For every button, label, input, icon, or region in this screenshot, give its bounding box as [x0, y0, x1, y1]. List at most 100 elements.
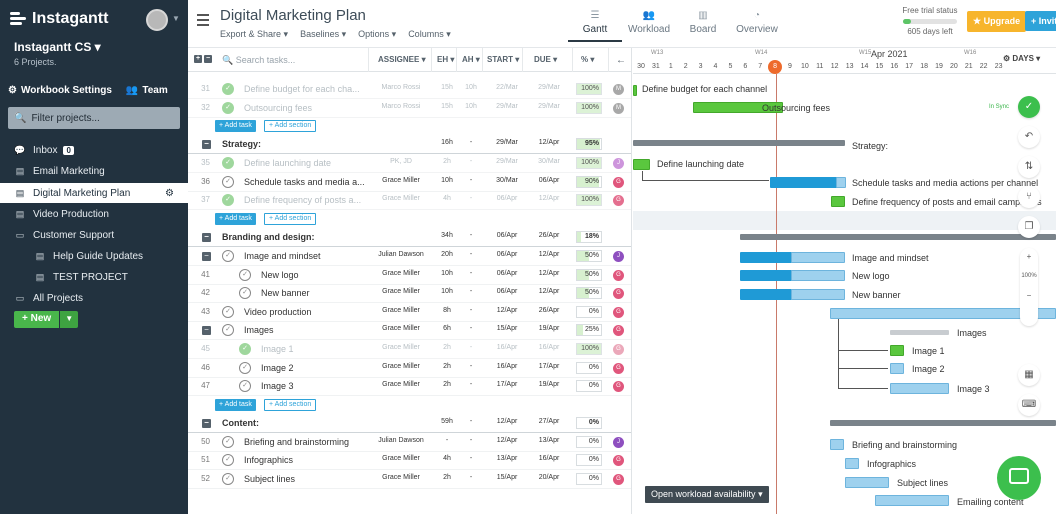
assignee-cell[interactable]: Grace Miller: [382, 269, 420, 277]
table-row[interactable]: 32 ✓ Outsourcing fees Marco Rossi 15h 10h 29/M…: [188, 99, 631, 118]
start-cell[interactable]: 29/Mar: [496, 158, 518, 166]
eh-cell[interactable]: 6h: [443, 325, 451, 333]
section-name[interactable]: Strategy:: [222, 139, 262, 150]
collapse-icon[interactable]: −: [202, 233, 211, 242]
start-cell[interactable]: 06/Apr: [496, 232, 518, 239]
tab-workload[interactable]: 👥 Workload: [622, 10, 676, 42]
section-row[interactable]: − Strategy: 16h - 29/Mar 12/Apr 95%: [188, 135, 631, 155]
task-bar-remaining[interactable]: [791, 289, 845, 300]
eh-cell[interactable]: 2h: [443, 381, 451, 389]
col-eh[interactable]: EH ▾: [437, 55, 455, 64]
section-bar[interactable]: [633, 140, 845, 146]
due-cell[interactable]: 13/Apr: [538, 436, 560, 444]
due-cell[interactable]: 16/Apr: [538, 344, 560, 351]
due-cell[interactable]: 19/Apr: [538, 381, 560, 389]
col-start[interactable]: START ▾: [487, 55, 520, 64]
avatar[interactable]: G: [613, 176, 624, 188]
start-cell[interactable]: 30/Mar: [496, 176, 518, 184]
due-cell[interactable]: 19/Apr: [538, 325, 560, 333]
sidebar-item[interactable]: ▭ Customer Support: [0, 225, 188, 245]
col-ah[interactable]: AH ▾: [462, 55, 480, 64]
sidebar-item[interactable]: ▤ Digital Marketing Plan ⚙: [0, 183, 188, 203]
tab-gantt[interactable]: ☰ Gantt: [568, 10, 622, 42]
complete-checkbox[interactable]: ✓: [222, 250, 234, 262]
dependency-arrow[interactable]: [838, 319, 888, 389]
group-bar[interactable]: [740, 252, 792, 263]
ah-cell[interactable]: -: [469, 269, 473, 277]
avatar[interactable]: J: [613, 436, 624, 448]
assignee-cell[interactable]: Julian Dawson: [378, 436, 424, 444]
task-bar-remaining[interactable]: [791, 270, 845, 281]
eh-cell[interactable]: 34h: [441, 232, 453, 239]
collapse-icon[interactable]: −: [202, 140, 211, 150]
upgrade-button[interactable]: ★ Upgrade: [967, 11, 1027, 32]
task-bar[interactable]: [740, 270, 792, 281]
map-icon[interactable]: ▦: [1018, 364, 1040, 386]
eh-cell[interactable]: 59h: [441, 417, 453, 425]
workbook-settings-button[interactable]: ⚙ Workbook Settings: [8, 85, 112, 96]
gear-icon[interactable]: ⚙: [165, 187, 174, 199]
eh-cell[interactable]: 4h: [443, 195, 451, 203]
due-cell[interactable]: 26/Apr: [538, 232, 560, 239]
tab-board[interactable]: ▥ Board: [676, 10, 730, 42]
start-cell[interactable]: 12/Apr: [496, 436, 518, 444]
menu-0[interactable]: Export & Share ▾: [220, 29, 289, 39]
due-cell[interactable]: 29/Mar: [538, 84, 560, 91]
eh-cell[interactable]: 8h: [443, 306, 451, 314]
due-cell[interactable]: 17/Apr: [538, 362, 560, 370]
complete-checkbox[interactable]: ✓: [222, 83, 234, 95]
table-row[interactable]: 46 ✓ Image 2 Grace Miller 2h - 16/Apr 17/Apr 0% G: [188, 359, 631, 378]
zoom-out-icon[interactable]: −: [1026, 291, 1032, 300]
complete-checkbox[interactable]: ✓: [222, 175, 234, 188]
eh-cell[interactable]: 15h: [441, 84, 453, 91]
chevron-down-icon[interactable]: ▼: [60, 311, 79, 328]
assignee-cell[interactable]: Grace Miller: [382, 381, 420, 389]
collapse-icon[interactable]: −: [202, 326, 211, 336]
start-cell[interactable]: 12/Apr: [496, 417, 518, 425]
start-cell[interactable]: 16/Apr: [496, 344, 518, 351]
section-name[interactable]: Content:: [222, 417, 259, 428]
ah-cell[interactable]: -: [469, 344, 473, 351]
invite-button[interactable]: + Invite: [1025, 11, 1056, 31]
progress-cell[interactable]: 18%: [576, 231, 602, 243]
ah-cell[interactable]: 10h: [465, 102, 477, 110]
add-task-button[interactable]: + Add task: [215, 213, 256, 225]
complete-checkbox[interactable]: ✓: [222, 305, 234, 318]
due-cell[interactable]: 12/Apr: [538, 195, 560, 203]
start-cell[interactable]: 06/Apr: [496, 195, 518, 203]
table-row[interactable]: 35 ✓ Define launching date PK, JD 2h - 29/Mar 3…: [188, 154, 631, 174]
task-bar[interactable]: [890, 363, 904, 374]
assignee-cell[interactable]: Grace Miller: [382, 455, 420, 463]
complete-checkbox[interactable]: ✓: [222, 324, 234, 337]
sidebar-item[interactable]: ▤ Email Marketing: [0, 161, 188, 181]
avatar[interactable]: G: [613, 455, 624, 467]
eh-cell[interactable]: 16h: [441, 139, 453, 147]
ah-cell[interactable]: -: [469, 288, 473, 296]
keyboard-icon[interactable]: ⌨: [1018, 394, 1040, 416]
table-row[interactable]: − ✓ Images Grace Miller 6h - 15/Apr 19/Apr 25% G: [188, 321, 631, 341]
start-cell[interactable]: 16/Apr: [496, 362, 518, 370]
chevron-down-icon[interactable]: ▼: [172, 14, 180, 23]
eh-cell[interactable]: 2h: [443, 344, 451, 351]
task-bar-remaining[interactable]: [836, 177, 846, 188]
ah-cell[interactable]: -: [469, 436, 473, 444]
table-row[interactable]: 41 ✓ New logo Grace Miller 10h - 06/Apr 12/Apr 5…: [188, 266, 631, 285]
start-cell[interactable]: 06/Apr: [496, 288, 518, 296]
add-section-button[interactable]: + Add section: [264, 120, 317, 133]
zoom-days-button[interactable]: ⚙ DAYS ▾: [1003, 54, 1041, 63]
new-button[interactable]: + New ▼: [14, 311, 79, 328]
sidebar-item[interactable]: ▤ Video Production: [0, 204, 188, 224]
start-cell[interactable]: 29/Mar: [496, 102, 518, 110]
filter-projects-input[interactable]: 🔍 Filter projects...: [8, 107, 180, 129]
task-name[interactable]: Infographics: [244, 455, 294, 466]
avatar[interactable]: M: [613, 84, 624, 95]
task-name[interactable]: New banner: [261, 288, 310, 299]
avatar[interactable]: M: [613, 102, 624, 114]
app-logo[interactable]: Instagantt: [10, 10, 108, 28]
eh-cell[interactable]: 10h: [441, 269, 453, 277]
task-name[interactable]: Outsourcing fees: [244, 102, 313, 113]
task-bar[interactable]: [770, 177, 838, 188]
assignee-cell[interactable]: Julian Dawson: [378, 251, 424, 258]
eh-cell[interactable]: 20h: [441, 251, 453, 258]
assignee-cell[interactable]: Grace Miller: [382, 176, 420, 184]
